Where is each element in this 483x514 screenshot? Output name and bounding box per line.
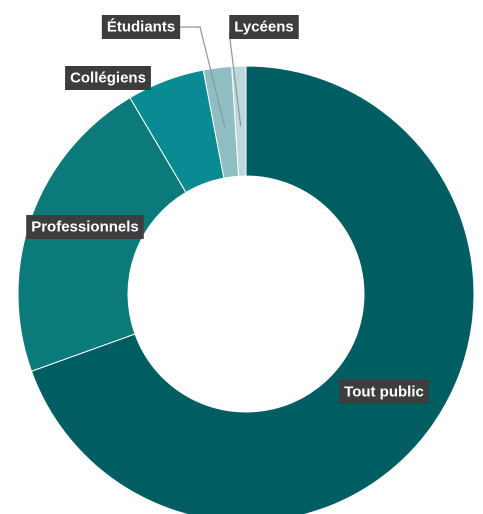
- label-bg-professionnels: [26, 215, 144, 239]
- leader-lines: [180, 26, 242, 128]
- label-professionnels: Professionnels: [31, 219, 139, 236]
- label-lyceens: Lycéens: [234, 19, 293, 36]
- data-labels: Tout public Professionnels Collégiens Étudi…: [26, 15, 429, 404]
- label-tout-public: Tout public: [344, 384, 424, 401]
- label-bg-etudiants: [101, 15, 181, 39]
- donut-slices: [17, 65, 475, 514]
- label-collegiens: Collégiens: [70, 70, 146, 87]
- label-bg-collegiens: [65, 66, 151, 90]
- label-bg-tout-public: [339, 380, 429, 404]
- label-etudiants: Étudiants: [107, 19, 175, 36]
- leader-etudiants: [180, 26, 226, 128]
- slice-lyceens: [231, 65, 247, 177]
- leader-lyceens: [228, 32, 242, 127]
- label-bg-lyceens: [229, 15, 299, 39]
